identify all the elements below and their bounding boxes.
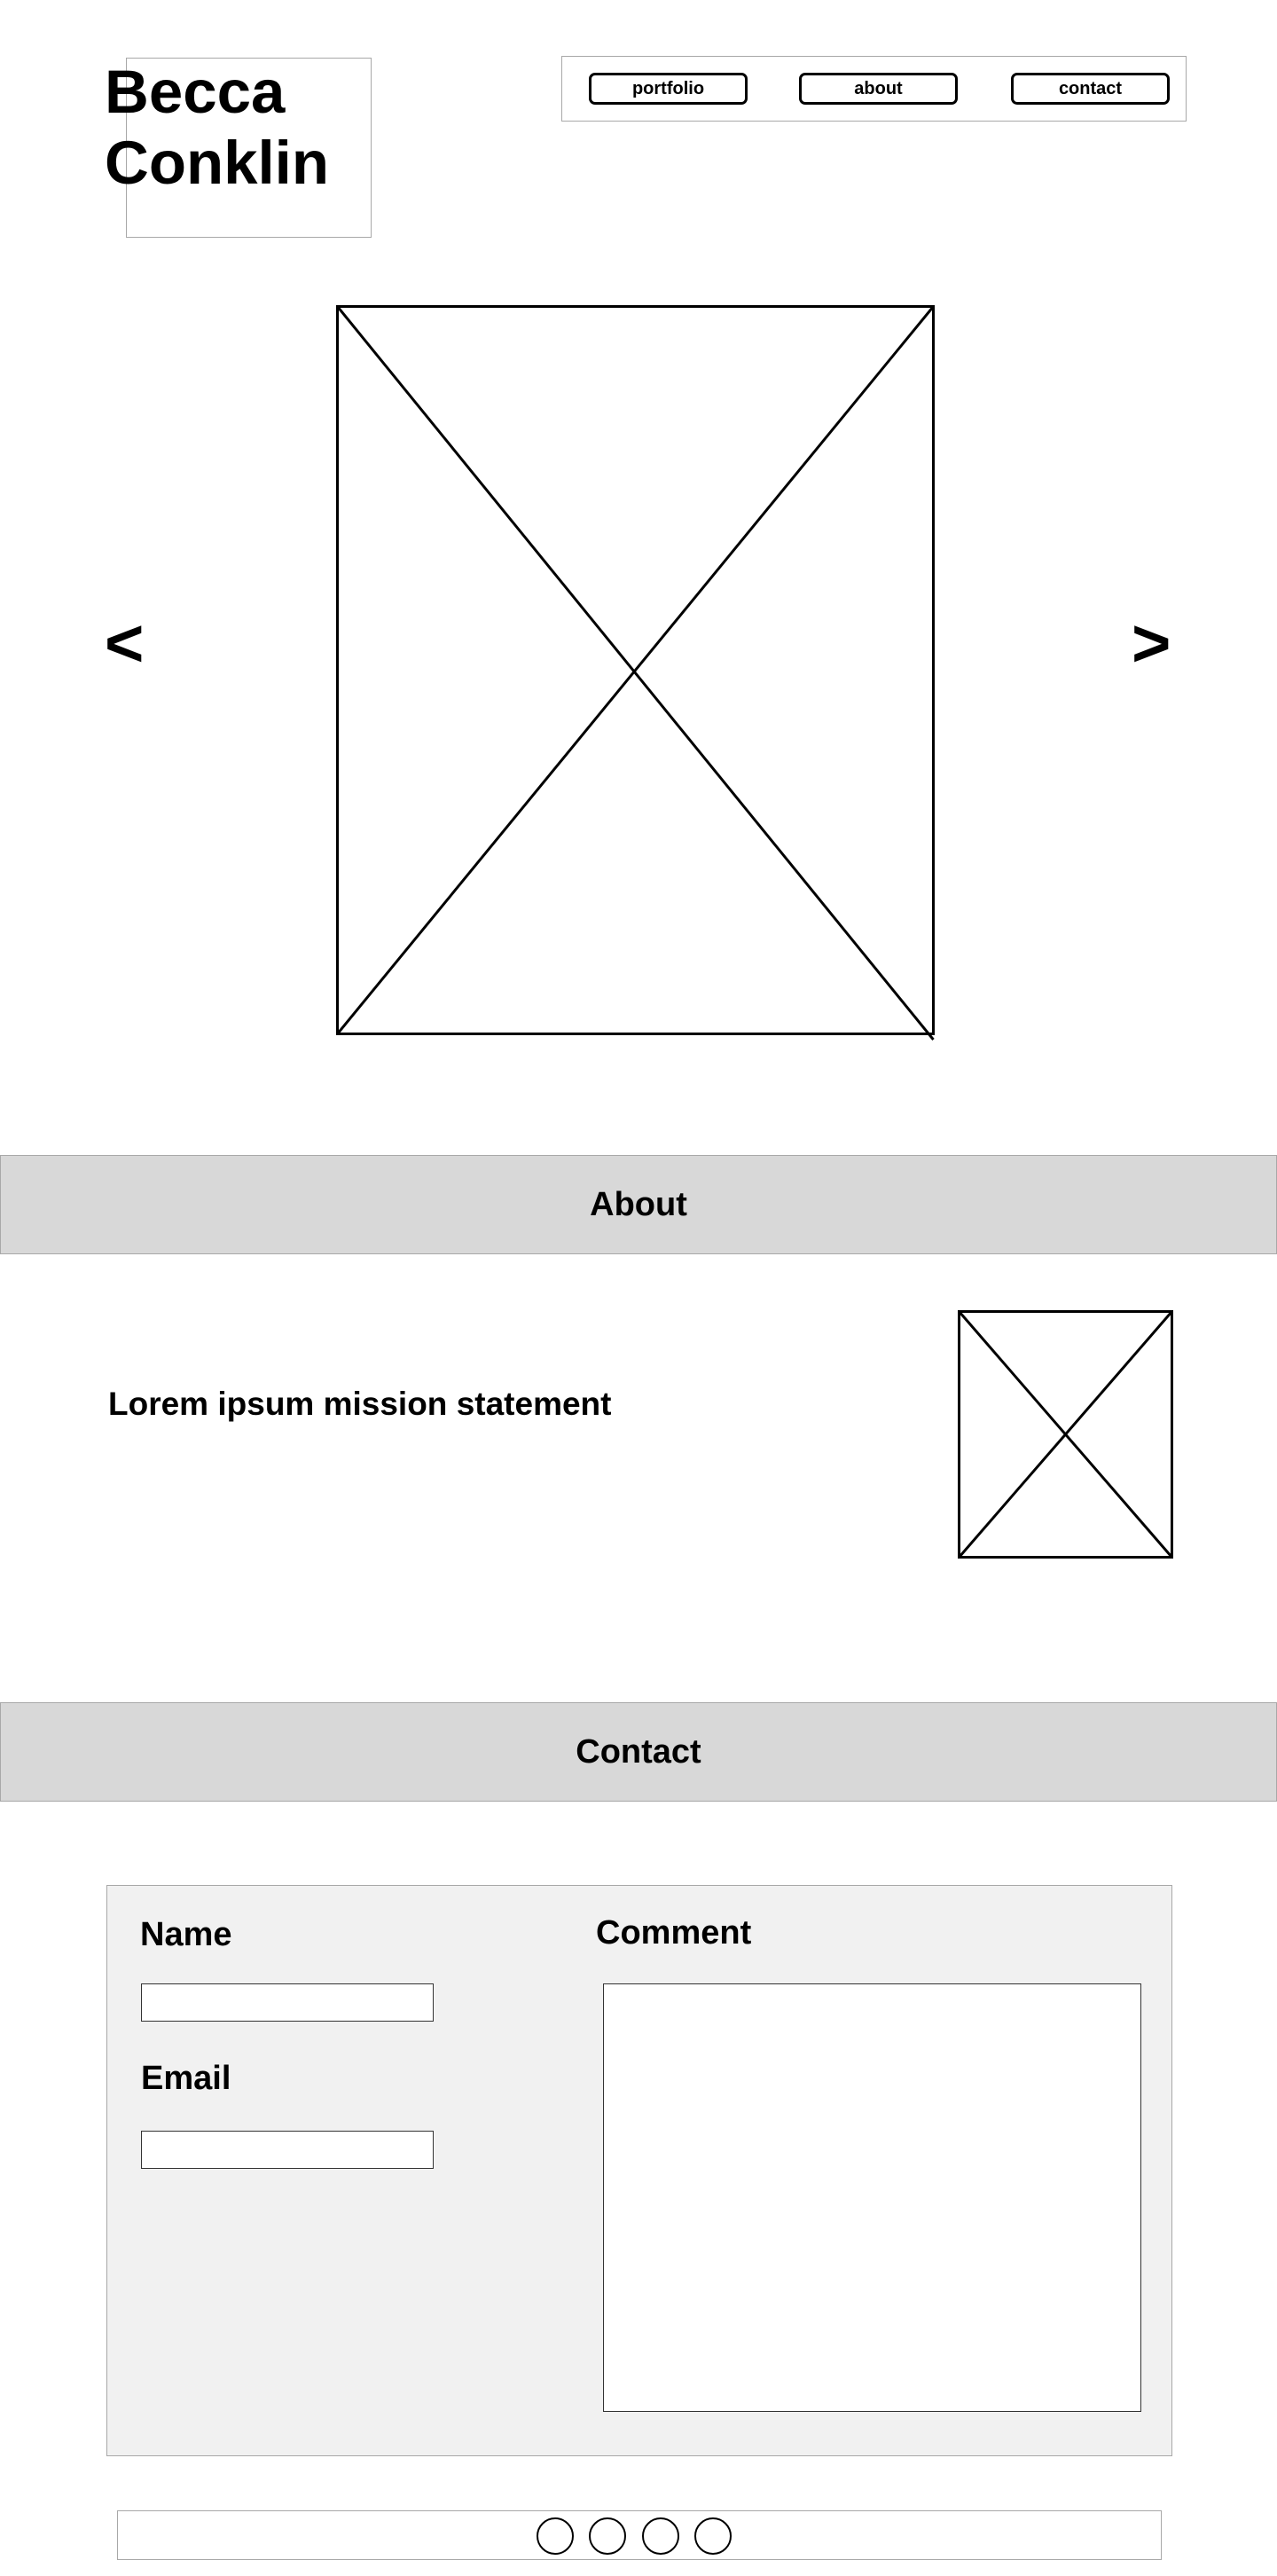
- about-image: [958, 1310, 1174, 1559]
- name-input[interactable]: [141, 1983, 434, 2022]
- footer: [117, 2510, 1162, 2560]
- name-label: Name: [140, 1916, 232, 1953]
- logo-line-1: Becca: [105, 58, 286, 126]
- contact-section-header: Contact: [0, 1702, 1277, 1802]
- carousel-image: [336, 305, 936, 1041]
- nav-portfolio-button[interactable]: portfolio: [589, 73, 748, 105]
- comment-textarea[interactable]: [603, 1983, 1141, 2412]
- nav-contact-button[interactable]: contact: [1011, 73, 1170, 105]
- image-placeholder-icon: [336, 305, 935, 1041]
- comment-label: Comment: [596, 1914, 752, 1952]
- image-placeholder-icon: [958, 1310, 1173, 1559]
- logo-line-2: Conklin: [105, 129, 329, 197]
- about-section-header: About: [0, 1155, 1277, 1254]
- social-icon-2[interactable]: [589, 2517, 626, 2555]
- mission-statement: Lorem ipsum mission statement: [108, 1386, 612, 1422]
- social-icon-3[interactable]: [642, 2517, 679, 2555]
- nav-bar: [561, 56, 1187, 122]
- nav-about-button[interactable]: about: [799, 73, 958, 105]
- carousel-prev-button[interactable]: <: [105, 606, 145, 681]
- email-input[interactable]: [141, 2131, 434, 2169]
- logo-title[interactable]: Becca Conklin: [105, 57, 388, 199]
- social-icon-1[interactable]: [537, 2517, 574, 2555]
- social-icon-4[interactable]: [694, 2517, 732, 2555]
- carousel-next-button[interactable]: >: [1132, 606, 1171, 681]
- email-label: Email: [141, 2060, 231, 2097]
- logo-box: [126, 58, 372, 238]
